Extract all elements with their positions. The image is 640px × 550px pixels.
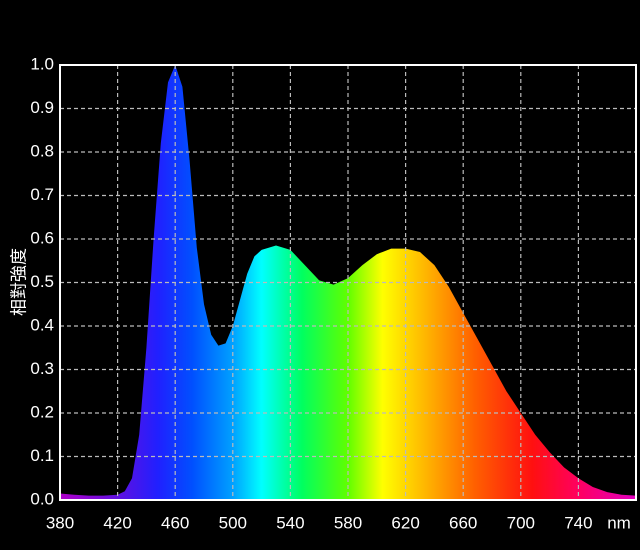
x-tick-label: 660 xyxy=(449,513,477,532)
x-tick-label: 700 xyxy=(507,513,535,532)
x-axis-label: nm xyxy=(607,513,631,532)
x-tick-label: 420 xyxy=(103,513,131,532)
x-tick-label: 500 xyxy=(219,513,247,532)
x-tick-label: 620 xyxy=(391,513,419,532)
y-tick-label: 0.3 xyxy=(30,359,54,378)
x-tick-label: 580 xyxy=(334,513,362,532)
x-tick-label: 540 xyxy=(276,513,304,532)
y-tick-label: 0.9 xyxy=(30,98,54,117)
y-axis-label: 相對強度 xyxy=(9,248,28,316)
plot-frame xyxy=(59,64,637,501)
y-tick-label: 0.5 xyxy=(30,272,54,291)
y-tick-label: 0.1 xyxy=(30,446,54,465)
x-tick-label: 460 xyxy=(161,513,189,532)
y-tick-label: 0.0 xyxy=(30,489,54,508)
y-tick-label: 1.0 xyxy=(30,54,54,73)
x-tick-label: 740 xyxy=(564,513,592,532)
y-tick-label: 0.4 xyxy=(30,315,54,334)
y-tick-label: 0.7 xyxy=(30,185,54,204)
y-tick-label: 0.8 xyxy=(30,141,54,160)
y-tick-label: 0.2 xyxy=(30,402,54,421)
y-tick-label: 0.6 xyxy=(30,228,54,247)
x-tick-label: 380 xyxy=(46,513,74,532)
